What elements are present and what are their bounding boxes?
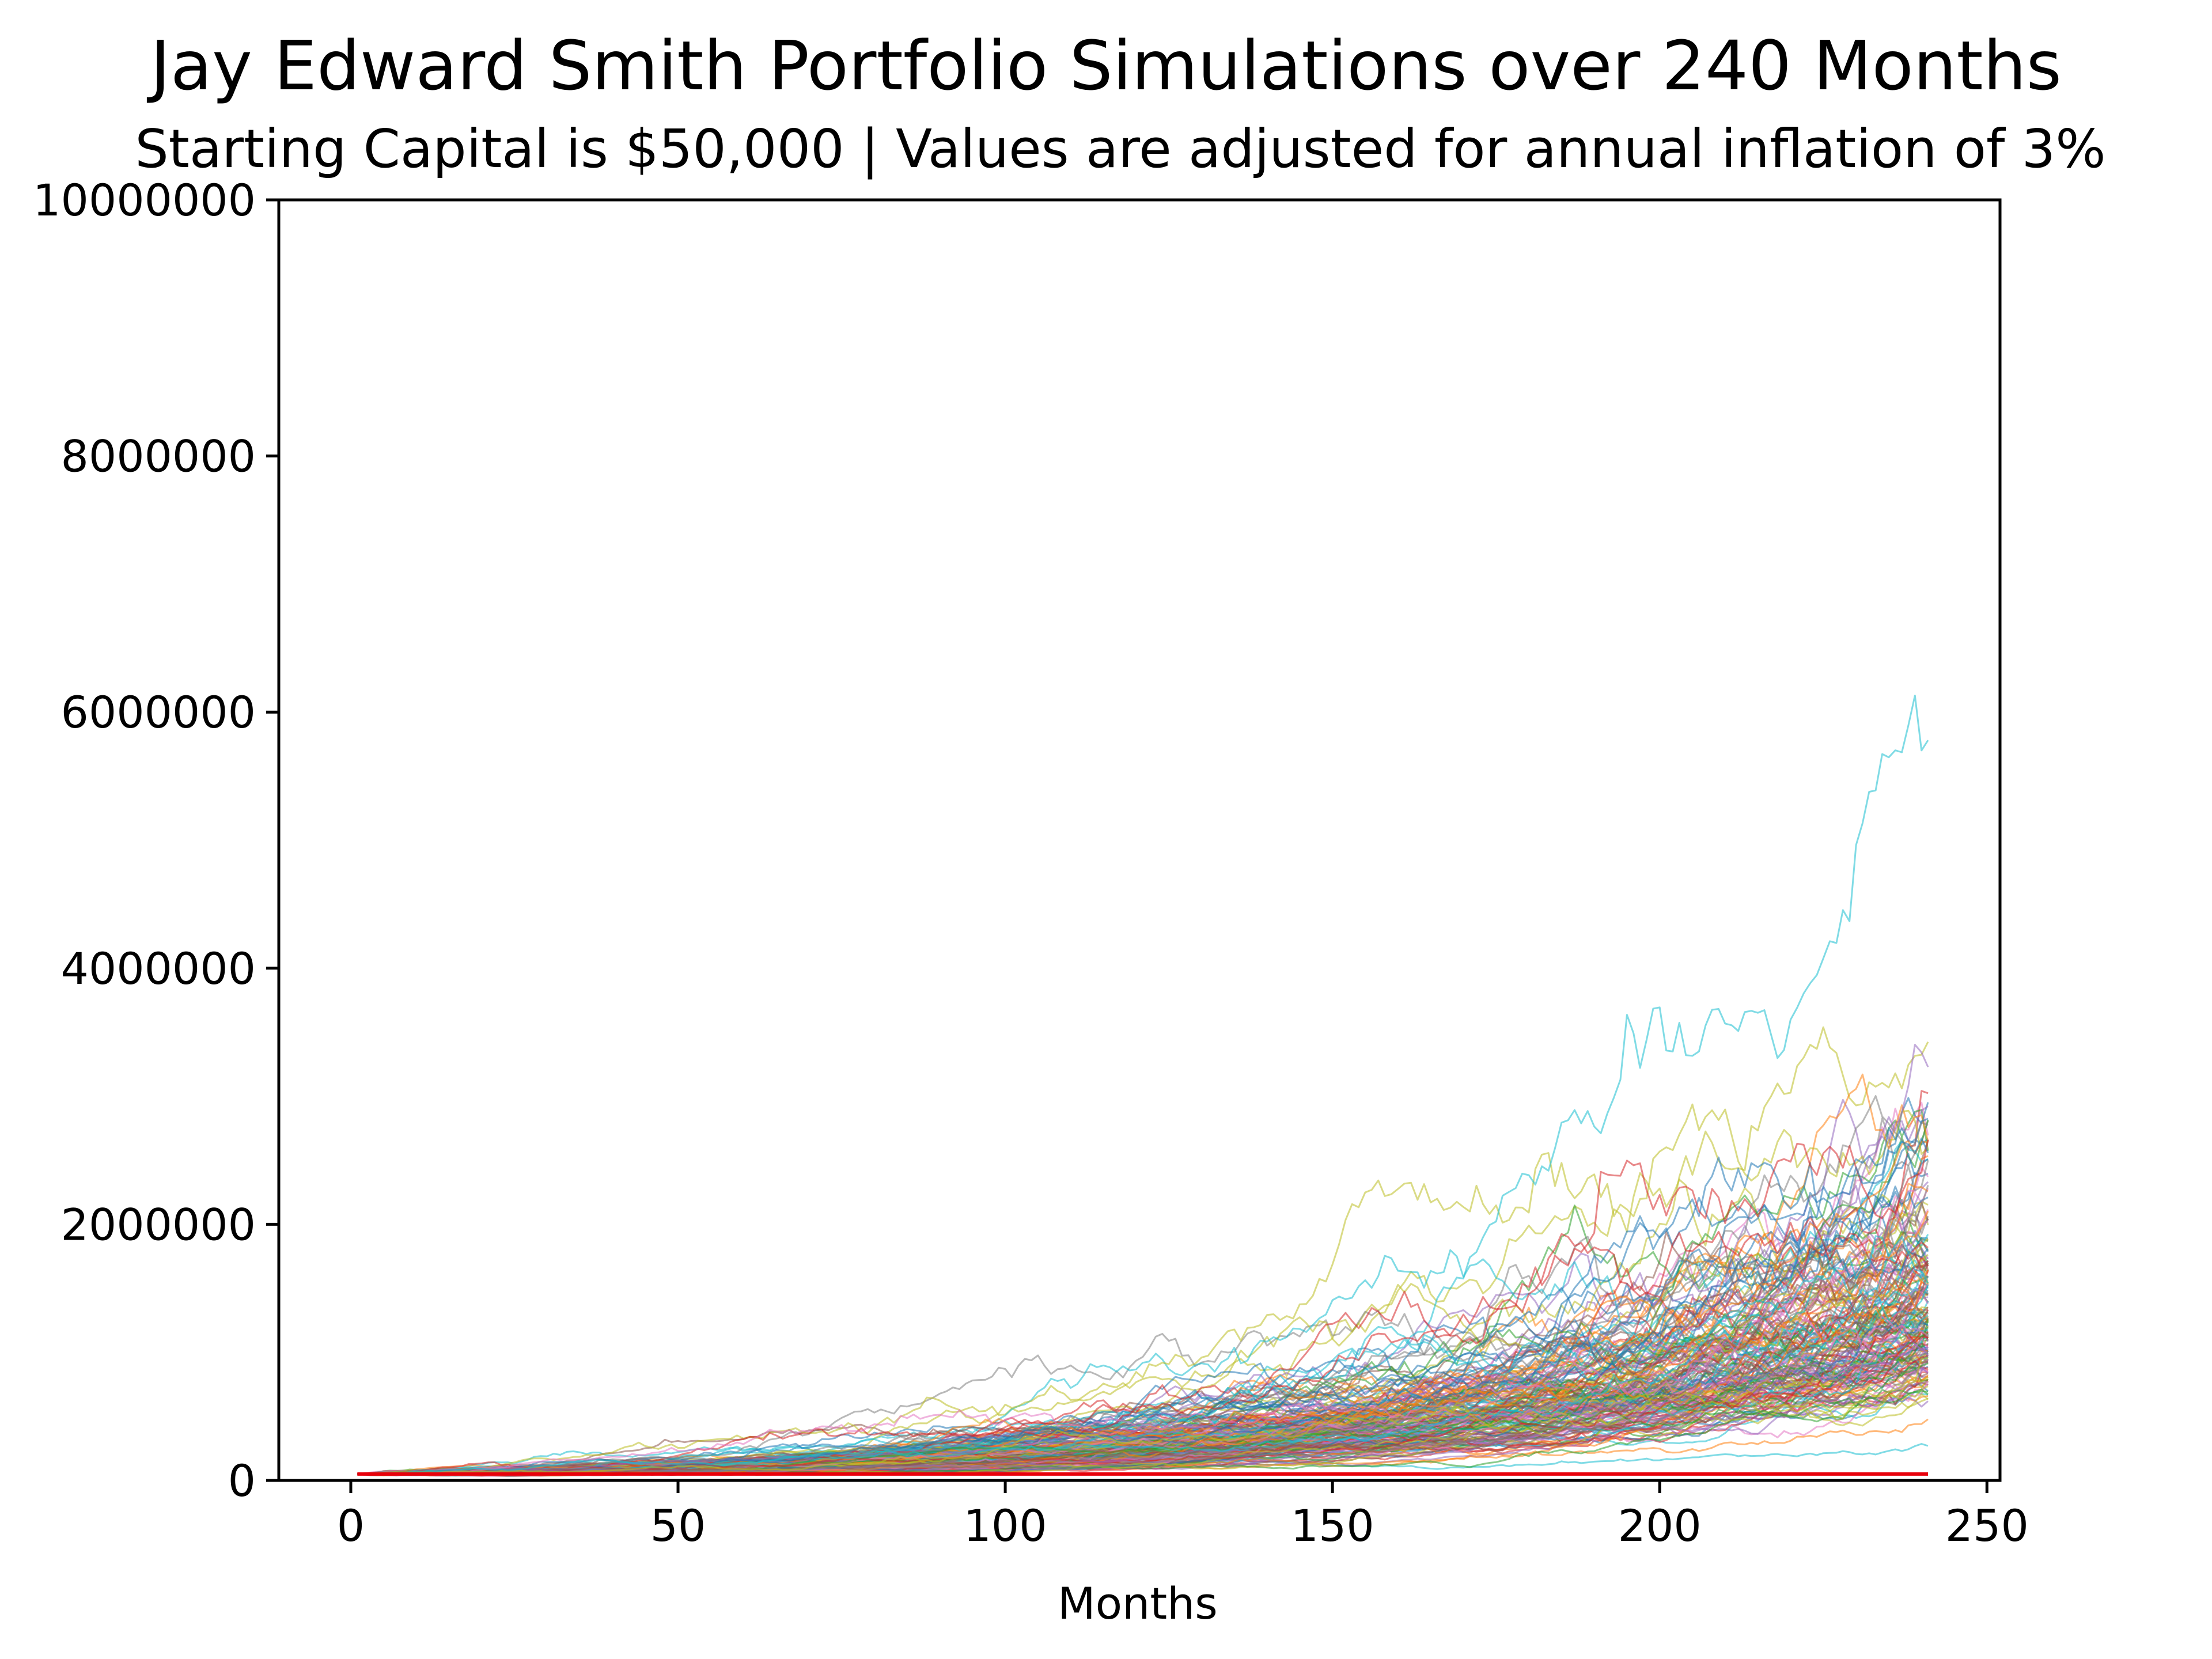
x-axis: 0 50 100 150 200 250 (337, 1480, 2029, 1551)
y-tick-label: 6000000 (61, 687, 256, 738)
chart-subtitle: Starting Capital is $50,000 | Values are… (135, 118, 2105, 180)
chart-title: Jay Edward Smith Portfolio Simulations o… (146, 26, 2062, 105)
x-tick-label: 150 (1291, 1500, 1374, 1551)
y-tick-label: 2000000 (61, 1199, 256, 1250)
simulation-line (357, 1324, 1929, 1475)
y-tick-label: 8000000 (61, 431, 256, 482)
simulation-lines (357, 694, 1929, 1478)
x-axis-label: Months (1058, 1578, 1218, 1629)
x-tick-label: 250 (1945, 1500, 2029, 1551)
y-tick-label: 0 (228, 1455, 256, 1506)
x-tick-label: 0 (337, 1500, 365, 1551)
x-tick-label: 200 (1618, 1500, 1702, 1551)
y-tick-label: 4000000 (61, 943, 256, 994)
simulation-line (357, 1357, 1929, 1475)
x-tick-label: 50 (650, 1500, 706, 1551)
plot-frame (277, 198, 2002, 1482)
simulation-line (357, 1103, 1929, 1475)
y-tick-label: 10000000 (33, 175, 256, 226)
simulation-line (357, 1210, 1929, 1475)
simulation-line (357, 1235, 1929, 1475)
x-tick-label: 100 (964, 1500, 1047, 1551)
y-axis: 0 2000000 4000000 6000000 8000000 10000000 (33, 175, 279, 1506)
